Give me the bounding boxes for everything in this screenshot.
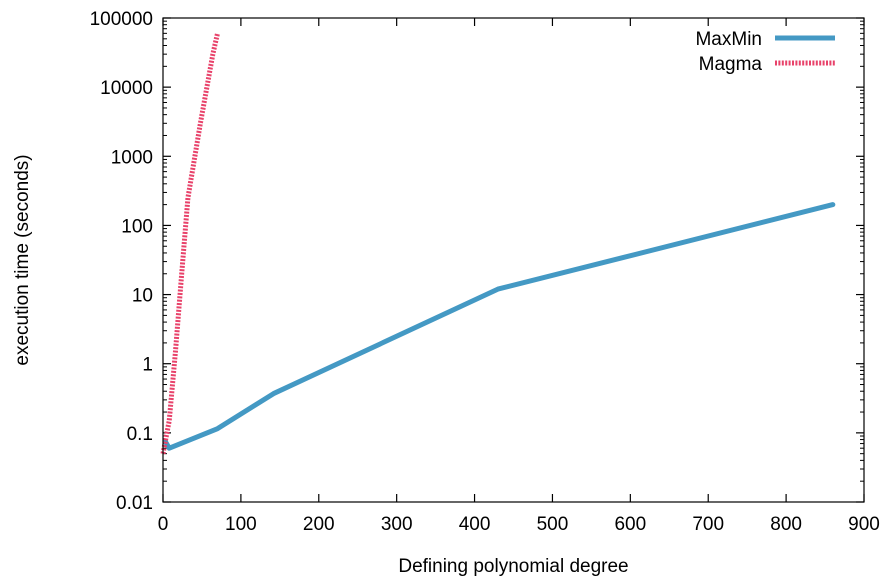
series-line-maxmin (162, 202, 836, 451)
x-tick-label: 300 (381, 514, 413, 535)
x-tick-label: 400 (459, 514, 491, 535)
y-tick-label: 0.01 (116, 493, 153, 514)
series-line-magma (160, 32, 220, 455)
y-axis-title: execution time (seconds) (12, 154, 33, 365)
y-tick-label: 10 (132, 286, 153, 307)
x-tick-label: 600 (614, 514, 646, 535)
labels-layer: Defining polynomial degree execution tim… (12, 9, 880, 577)
legend-label-magma: Magma (699, 54, 763, 75)
x-tick-label: 900 (848, 514, 880, 535)
y-tick-label: 1 (142, 355, 153, 376)
y-tick-label: 0.1 (127, 424, 153, 445)
series-layer (160, 32, 836, 455)
y-tick-label: 1000 (111, 147, 153, 168)
x-tick-label: 800 (770, 514, 802, 535)
x-tick-label: 500 (537, 514, 569, 535)
x-tick-label: 0 (158, 514, 169, 535)
y-tick-label: 10000 (100, 78, 153, 99)
x-tick-label: 700 (692, 514, 724, 535)
x-tick-label: 100 (225, 514, 257, 535)
y-tick-label: 100000 (90, 9, 153, 30)
plot-frame (162, 17, 865, 503)
x-tick-label: 200 (303, 514, 335, 535)
legend: MaxMin Magma (695, 29, 835, 75)
legend-label-maxmin: MaxMin (695, 29, 762, 50)
y-tick-label: 100 (121, 216, 153, 237)
x-axis-title: Defining polynomial degree (398, 556, 628, 577)
ticks-layer (162, 17, 865, 503)
